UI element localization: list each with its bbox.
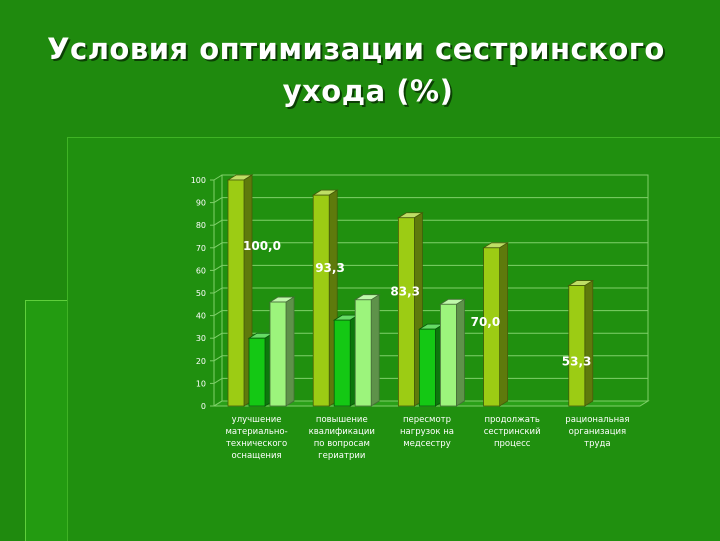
data-label: 70,0 <box>471 315 501 329</box>
gridline-diag <box>213 197 223 204</box>
gridline-diag <box>213 310 223 317</box>
x-category-label-line: оснащения <box>232 451 282 461</box>
series-b-bar <box>418 328 436 407</box>
series-a-bar <box>483 247 501 407</box>
series-c-bar-side <box>370 294 380 407</box>
series-a-bar-side <box>584 279 594 407</box>
background-panel-chart <box>67 137 720 541</box>
x-category-label-line: труда <box>584 439 610 449</box>
gridline-diag <box>213 400 223 407</box>
gridline-diag <box>213 355 223 362</box>
y-tick-label: 10 <box>196 379 206 388</box>
slide-title-line-1: Условия оптимизации сестринского <box>47 32 665 66</box>
x-category-label: улучшение материально-технического оснащен… <box>225 415 287 461</box>
y-tick-label: 100 <box>191 176 206 185</box>
x-category-label-line: процесс <box>494 439 531 449</box>
y-tick-label: 40 <box>196 312 206 321</box>
data-label: 83,3 <box>390 285 420 299</box>
y-tick-label: 90 <box>196 199 206 208</box>
x-category-label-line: пересмотр <box>403 415 451 425</box>
x-category-label-line: рациональная <box>565 415 629 425</box>
series-c-bar <box>439 303 457 407</box>
gridline-diag <box>213 377 223 384</box>
x-category-label-line: материально- <box>225 427 287 437</box>
data-label: 93,3 <box>315 261 345 275</box>
series-a-bar <box>227 179 245 407</box>
gridline-diag <box>213 332 223 339</box>
data-label: 53,3 <box>562 355 592 369</box>
data-label: 100,0 <box>243 239 281 253</box>
x-category-label-line: по вопросам <box>314 439 370 449</box>
series-c-bar-side <box>285 296 295 407</box>
x-category-label-line: нагрузок на <box>400 427 454 437</box>
series-c-bar-side <box>455 298 465 407</box>
y-tick-label: 50 <box>196 289 206 298</box>
y-tick-label: 20 <box>196 357 206 366</box>
y-tick-label: 30 <box>196 334 206 343</box>
series-a-bar <box>397 217 415 407</box>
x-category-label: пересмотр нагрузок на медсестру <box>400 415 454 449</box>
x-category-label-line: продолжать <box>484 415 540 425</box>
gridline-diag <box>213 287 223 294</box>
series-b-bar <box>333 319 351 407</box>
series-b-bar <box>248 337 266 407</box>
x-category-label-line: повышение <box>316 415 368 425</box>
y-tick-label: 60 <box>196 266 206 275</box>
gridline-diag <box>213 242 223 249</box>
y-tick-label: 70 <box>196 244 206 253</box>
series-c-bar <box>269 301 287 407</box>
gridline-diag <box>213 264 223 271</box>
y-tick-label: 80 <box>196 221 206 230</box>
x-category-label-line: организация <box>569 427 627 437</box>
x-category-label-line: квалификации <box>309 427 375 437</box>
x-category-label-line: гериатрии <box>318 451 365 461</box>
slide-title-line-2: ухода (%) <box>282 74 454 108</box>
series-c-bar <box>354 299 372 407</box>
series-a-bar <box>312 194 330 407</box>
gridline-diag <box>213 219 223 226</box>
x-category-label-line: улучшение <box>232 415 282 425</box>
x-category-label: рациональная организация труда <box>565 415 629 449</box>
x-category-label-line: технического <box>226 439 287 449</box>
x-category-label: продолжать сестринский процесс <box>484 415 541 449</box>
y-tick-label: 0 <box>201 402 206 411</box>
series-a-bar <box>568 285 586 407</box>
x-category-label-line: медсестру <box>403 439 450 449</box>
slide-title: Условия оптимизации сестринского ухода (… <box>0 28 720 112</box>
x-category-label: повышение квалификации по вопросам гериатри… <box>309 415 375 461</box>
x-category-label-line: сестринский <box>484 427 541 437</box>
series-a-bar-side <box>499 242 509 407</box>
gridline-diag <box>213 174 223 181</box>
